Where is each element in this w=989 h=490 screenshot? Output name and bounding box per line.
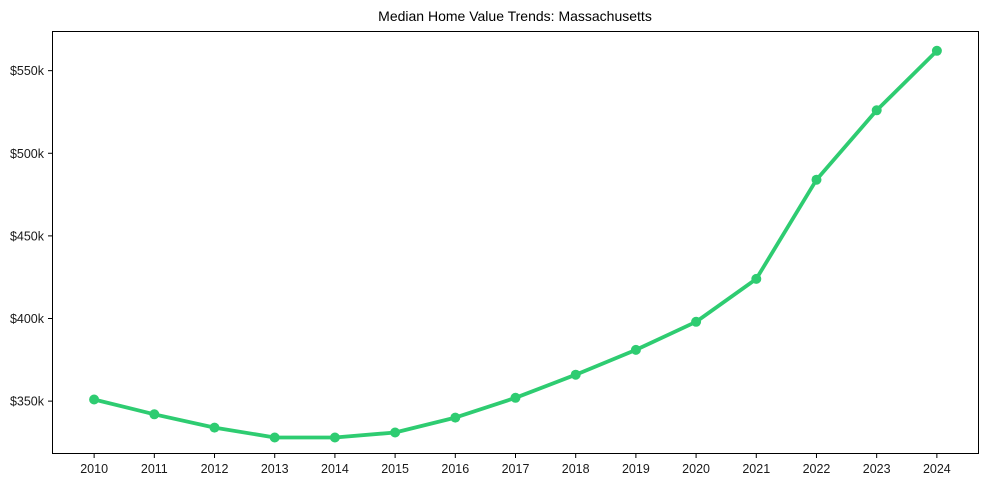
data-point-marker — [390, 427, 401, 438]
data-point-marker — [329, 432, 340, 443]
x-tick-label: 2014 — [321, 462, 349, 476]
y-tick-label: $500k — [10, 147, 45, 161]
data-point-marker — [570, 369, 581, 380]
x-tick-label: 2023 — [863, 462, 891, 476]
data-point-marker — [510, 392, 521, 403]
data-point-marker — [630, 344, 641, 355]
data-point-marker — [871, 105, 882, 116]
plot-area: 2010 2011 2012 2013 2014 2015 2016 2017 2018 2019… — [10, 31, 979, 476]
data-point-marker — [209, 422, 220, 433]
x-tick-label: 2019 — [622, 462, 650, 476]
data-point-marker — [751, 273, 762, 284]
y-tick-label: $550k — [10, 64, 45, 78]
x-tick-label: 2021 — [742, 462, 770, 476]
x-tick-label: 2015 — [381, 462, 409, 476]
data-point-marker — [149, 409, 160, 420]
trend-line — [92, 48, 939, 440]
data-point-marker — [269, 432, 280, 443]
y-tick-label: $400k — [10, 312, 45, 326]
x-tick-label: 2013 — [261, 462, 289, 476]
x-tick-label: 2012 — [201, 462, 229, 476]
x-tick-label: 2020 — [682, 462, 710, 476]
y-tick-label: $450k — [10, 229, 45, 243]
x-tick-label: 2017 — [502, 462, 530, 476]
axes-spines — [52, 31, 979, 454]
x-tick-label: 2010 — [80, 462, 108, 476]
data-point-marker — [931, 45, 942, 56]
x-tick-label: 2016 — [441, 462, 469, 476]
x-tick-label: 2024 — [923, 462, 951, 476]
x-tick-label: 2022 — [803, 462, 831, 476]
data-point-marker — [450, 412, 461, 423]
x-tick-label: 2018 — [562, 462, 590, 476]
x-tick-label: 2011 — [141, 462, 168, 476]
chart-title: Median Home Value Trends: Massachusetts — [378, 8, 652, 24]
data-point-marker — [691, 316, 702, 327]
data-point-marker — [811, 174, 822, 185]
y-tick-label: $350k — [10, 395, 45, 409]
data-point-marker — [89, 394, 100, 405]
